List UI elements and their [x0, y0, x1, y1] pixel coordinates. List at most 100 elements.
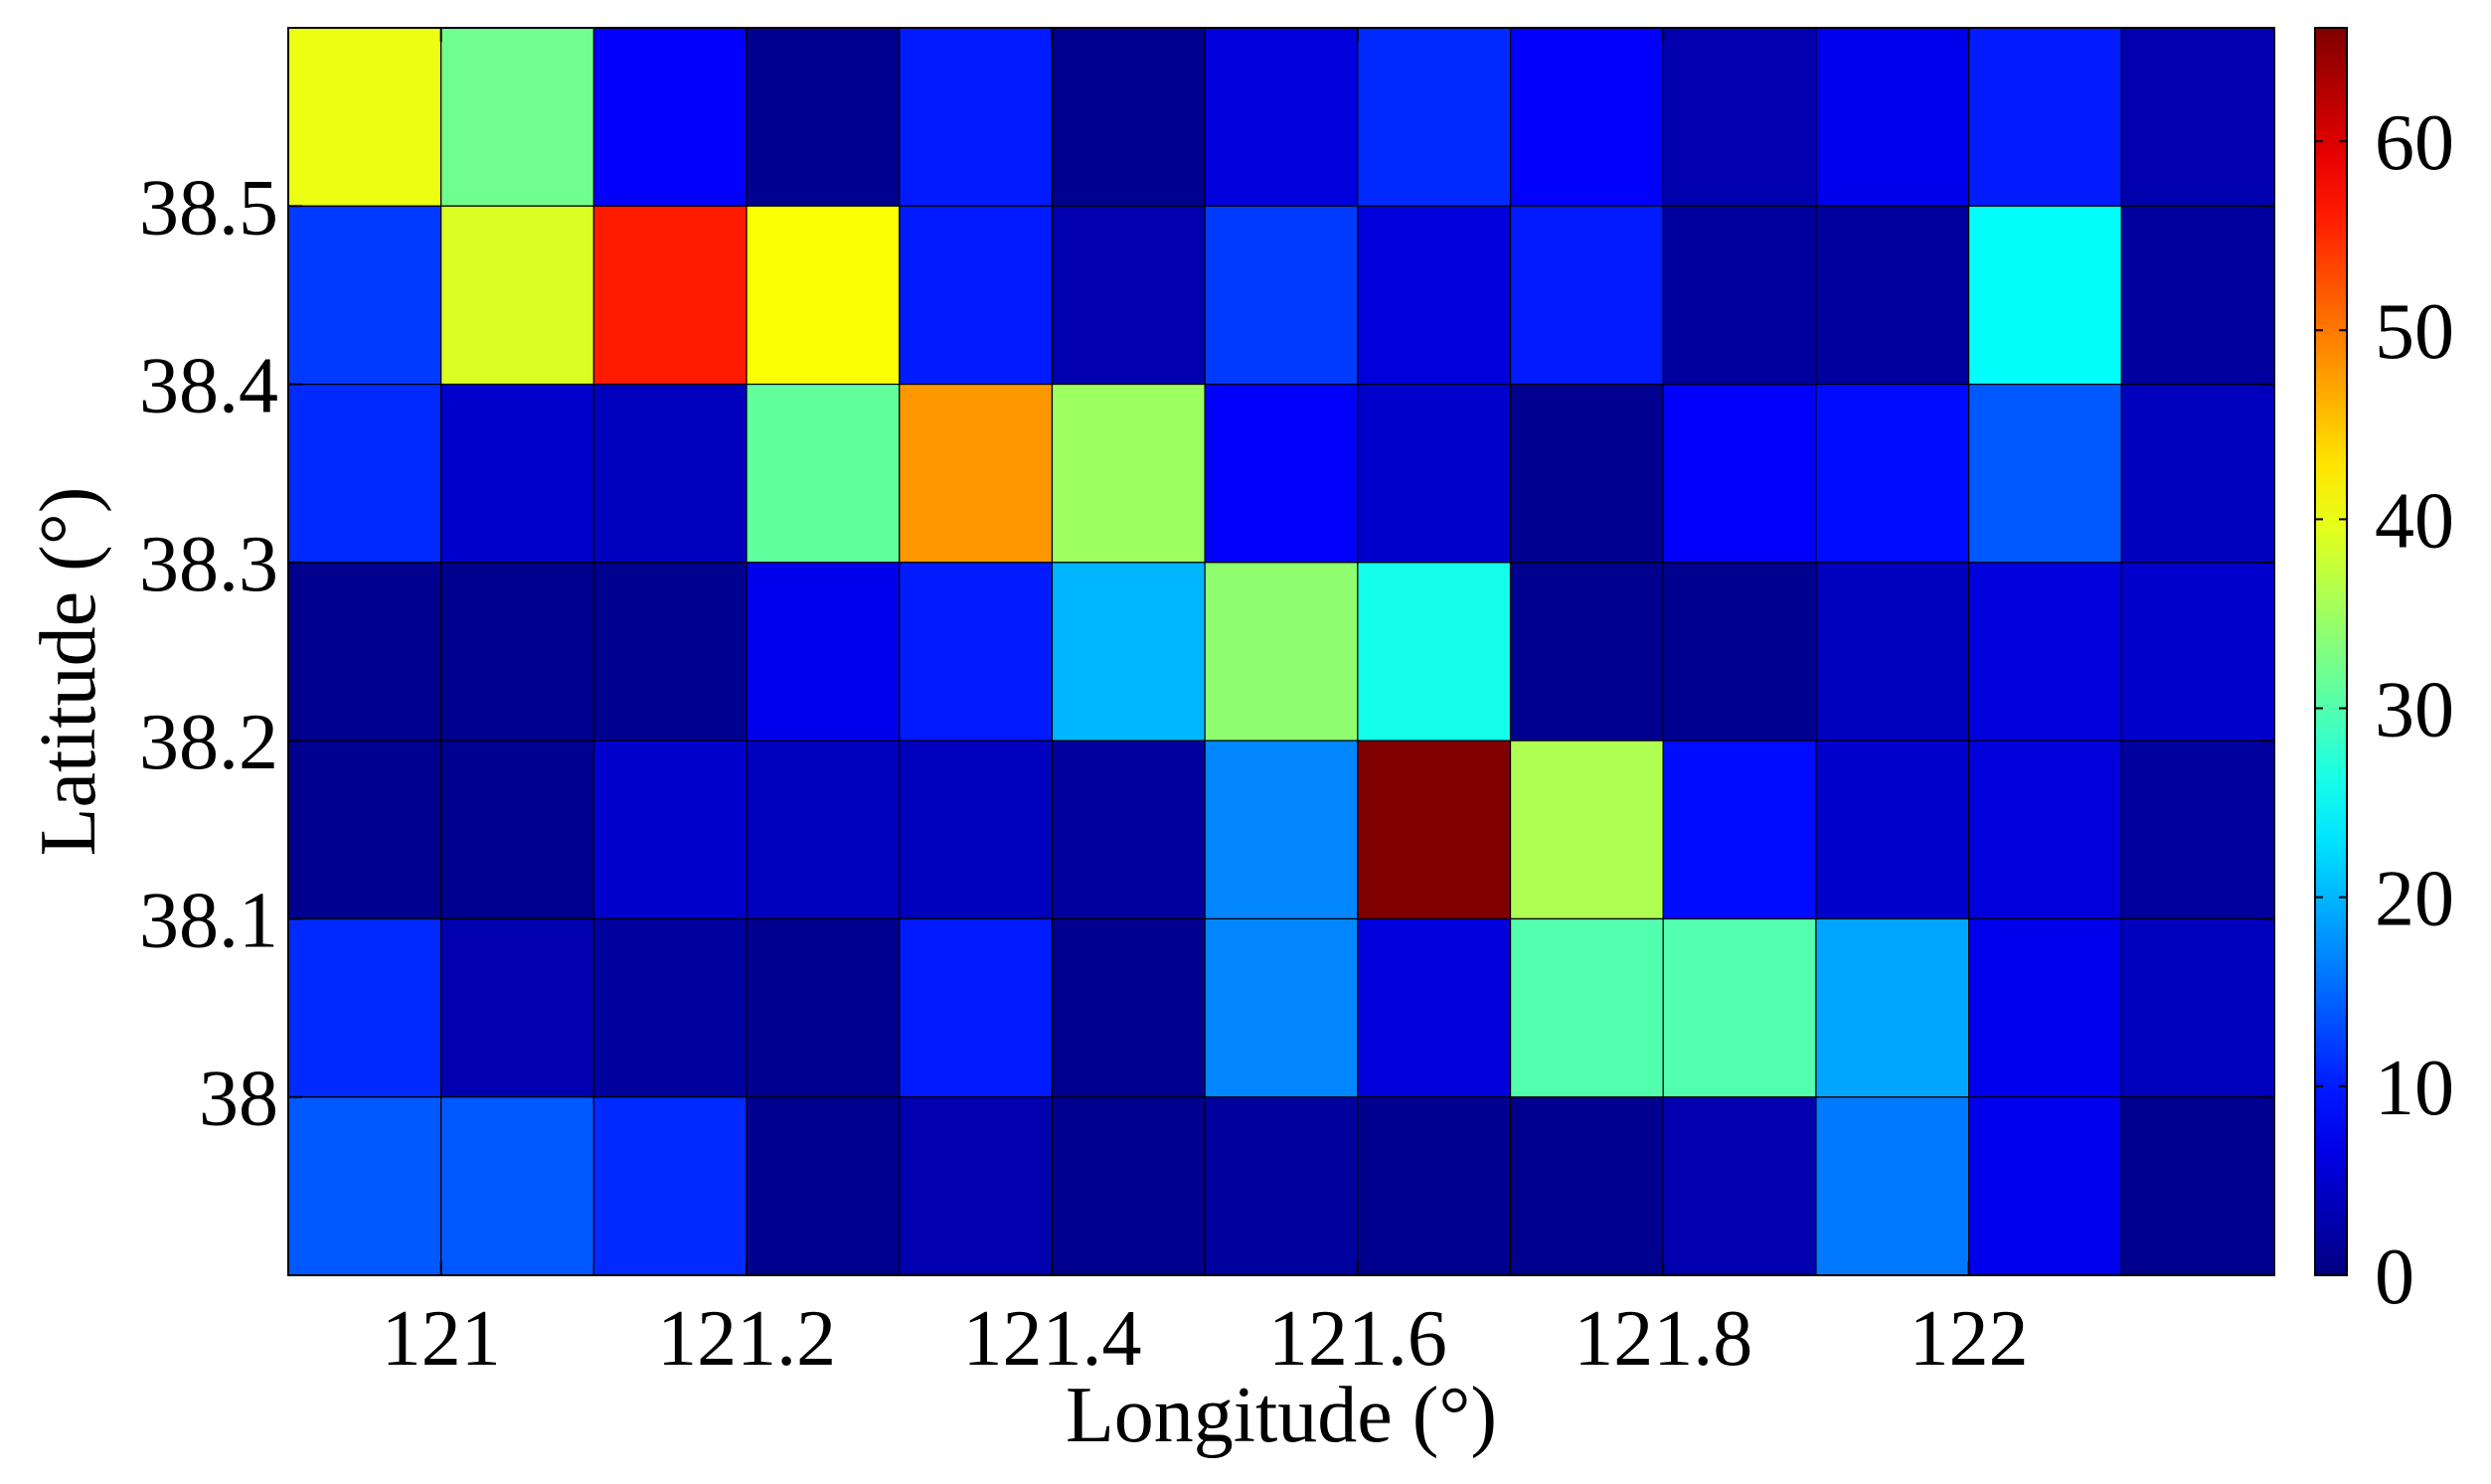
heatmap-cell: [1509, 27, 1664, 207]
x-tick-label: 121.2: [657, 1295, 836, 1383]
x-tick-label: 121.6: [1268, 1295, 1447, 1383]
heatmap-cell: [1968, 917, 2122, 1098]
heatmap-cell: [899, 1096, 1054, 1276]
heatmap-cell: [746, 383, 901, 564]
heatmap-cell: [1357, 562, 1512, 742]
colorbar-tick-label: 0: [2375, 1234, 2414, 1321]
heatmap-cell: [1051, 205, 1206, 386]
heatmap-cell: [1815, 562, 1970, 742]
heatmap-cell: [1051, 917, 1206, 1098]
heatmap-cell: [1662, 383, 1817, 564]
x-tick-label: 122: [1910, 1295, 2029, 1383]
heatmap-cell: [1357, 1096, 1512, 1276]
heatmap-cell: [2120, 1096, 2275, 1276]
heatmap-cell: [2120, 205, 2275, 386]
heatmap-cell: [1662, 740, 1817, 920]
heatmap-cell: [592, 740, 747, 920]
heatmap-cell: [746, 562, 901, 742]
heatmap-cell: [287, 562, 442, 742]
x-tick-label: 121.8: [1574, 1295, 1752, 1383]
heatmap-cell: [1662, 27, 1817, 207]
y-tick-label: 38.4: [139, 343, 278, 430]
heatmap-cell: [440, 917, 594, 1098]
heatmap-cell: [746, 27, 901, 207]
heatmap-cell: [1509, 1096, 1664, 1276]
heatmap-cell: [746, 740, 901, 920]
heatmap-cell: [899, 205, 1054, 386]
heatmap-cell: [746, 1096, 901, 1276]
heatmap-cell: [1204, 740, 1359, 920]
heatmap-cell: [287, 383, 442, 564]
colorbar-tick-label: 50: [2375, 288, 2454, 376]
heatmap-cell: [1662, 917, 1817, 1098]
heatmap-cell: [1204, 562, 1359, 742]
heatmap-cell: [1357, 205, 1512, 386]
colorbar-tick-label: 30: [2375, 667, 2454, 754]
heatmap-cell: [899, 383, 1054, 564]
heatmap-cell: [2120, 27, 2275, 207]
heatmap-cell: [2120, 740, 2275, 920]
x-tick-label: 121: [382, 1295, 501, 1383]
heatmap-cell: [287, 1096, 442, 1276]
heatmap-cell: [1204, 27, 1359, 207]
heatmap-cell: [1815, 383, 1970, 564]
heatmap-cell: [1051, 740, 1206, 920]
heatmap-cell: [1051, 1096, 1206, 1276]
heatmap-cell: [1204, 205, 1359, 386]
y-tick-label: 38.5: [139, 164, 278, 251]
heatmap-cell: [1815, 740, 1970, 920]
heatmap-cell: [1968, 383, 2122, 564]
heatmap-cell: [899, 740, 1054, 920]
heatmap-cell: [440, 562, 594, 742]
heatmap-cell: [1509, 740, 1664, 920]
y-axis-title: Latitude (°): [25, 487, 112, 857]
y-tick-label: 38.3: [139, 521, 278, 608]
heatmap-cell: [1051, 383, 1206, 564]
colorbar-tick-label: 20: [2375, 856, 2454, 943]
heatmap-cell: [1357, 917, 1512, 1098]
heatmap-cell: [592, 205, 747, 386]
heatmap-cell: [1509, 383, 1664, 564]
y-axis-ticks: 38 38.1 38.2 38.3 38.4 38.5: [139, 164, 2274, 1143]
heatmap-cell: [440, 205, 594, 386]
heatmap-cell: [2120, 562, 2275, 742]
heatmap-cell: [1357, 27, 1512, 207]
x-axis-title: Longitude (°): [1066, 1372, 1497, 1459]
heatmap-cell: [1968, 562, 2122, 742]
heatmap-cell: [1815, 205, 1970, 386]
heatmap-cell: [592, 562, 747, 742]
heatmap-cell: [1204, 383, 1359, 564]
heatmap-cell: [1204, 917, 1359, 1098]
colorbar: 0 10 20 30 40 50 60: [2314, 27, 2454, 1321]
heatmap-cell: [440, 740, 594, 920]
heatmap-cell: [2120, 383, 2275, 564]
colorbar-tick-label: 10: [2375, 1045, 2454, 1132]
heatmap-cell: [1509, 562, 1664, 742]
heatmap-cell: [287, 917, 442, 1098]
x-axis-ticks: 121 121.2 121.4 121.6 121.8 122: [382, 28, 2029, 1383]
heatmap-cell: [1968, 27, 2122, 207]
heatmap-cell: [2120, 917, 2275, 1098]
heatmap-cell: [592, 27, 747, 207]
colorbar-ticks: 0 10 20 30 40 50 60: [2315, 99, 2454, 1321]
heatmap-cell: [1968, 740, 2122, 920]
heatmap-cell: [592, 383, 747, 564]
heatmap-cell: [899, 27, 1054, 207]
heatmap-cell: [1357, 383, 1512, 564]
heatmap-cell: [1357, 740, 1512, 920]
heatmap-cell: [1051, 27, 1206, 207]
heatmap-cell: [1509, 917, 1664, 1098]
heatmap-cell: [1815, 27, 1970, 207]
heatmap-cell: [1662, 205, 1817, 386]
y-tick-label: 38.1: [139, 877, 278, 964]
heatmap-cell: [899, 917, 1054, 1098]
heatmap-cells: [287, 27, 2275, 1276]
colorbar-tick-label: 40: [2375, 477, 2454, 565]
heatmap-cell: [899, 562, 1054, 742]
heatmap-cell: [1815, 917, 1970, 1098]
colorbar-gradient: [2314, 27, 2348, 1276]
heatmap-cell: [287, 205, 442, 386]
heatmap-cell: [1968, 205, 2122, 386]
x-tick-label: 121.4: [962, 1295, 1141, 1383]
